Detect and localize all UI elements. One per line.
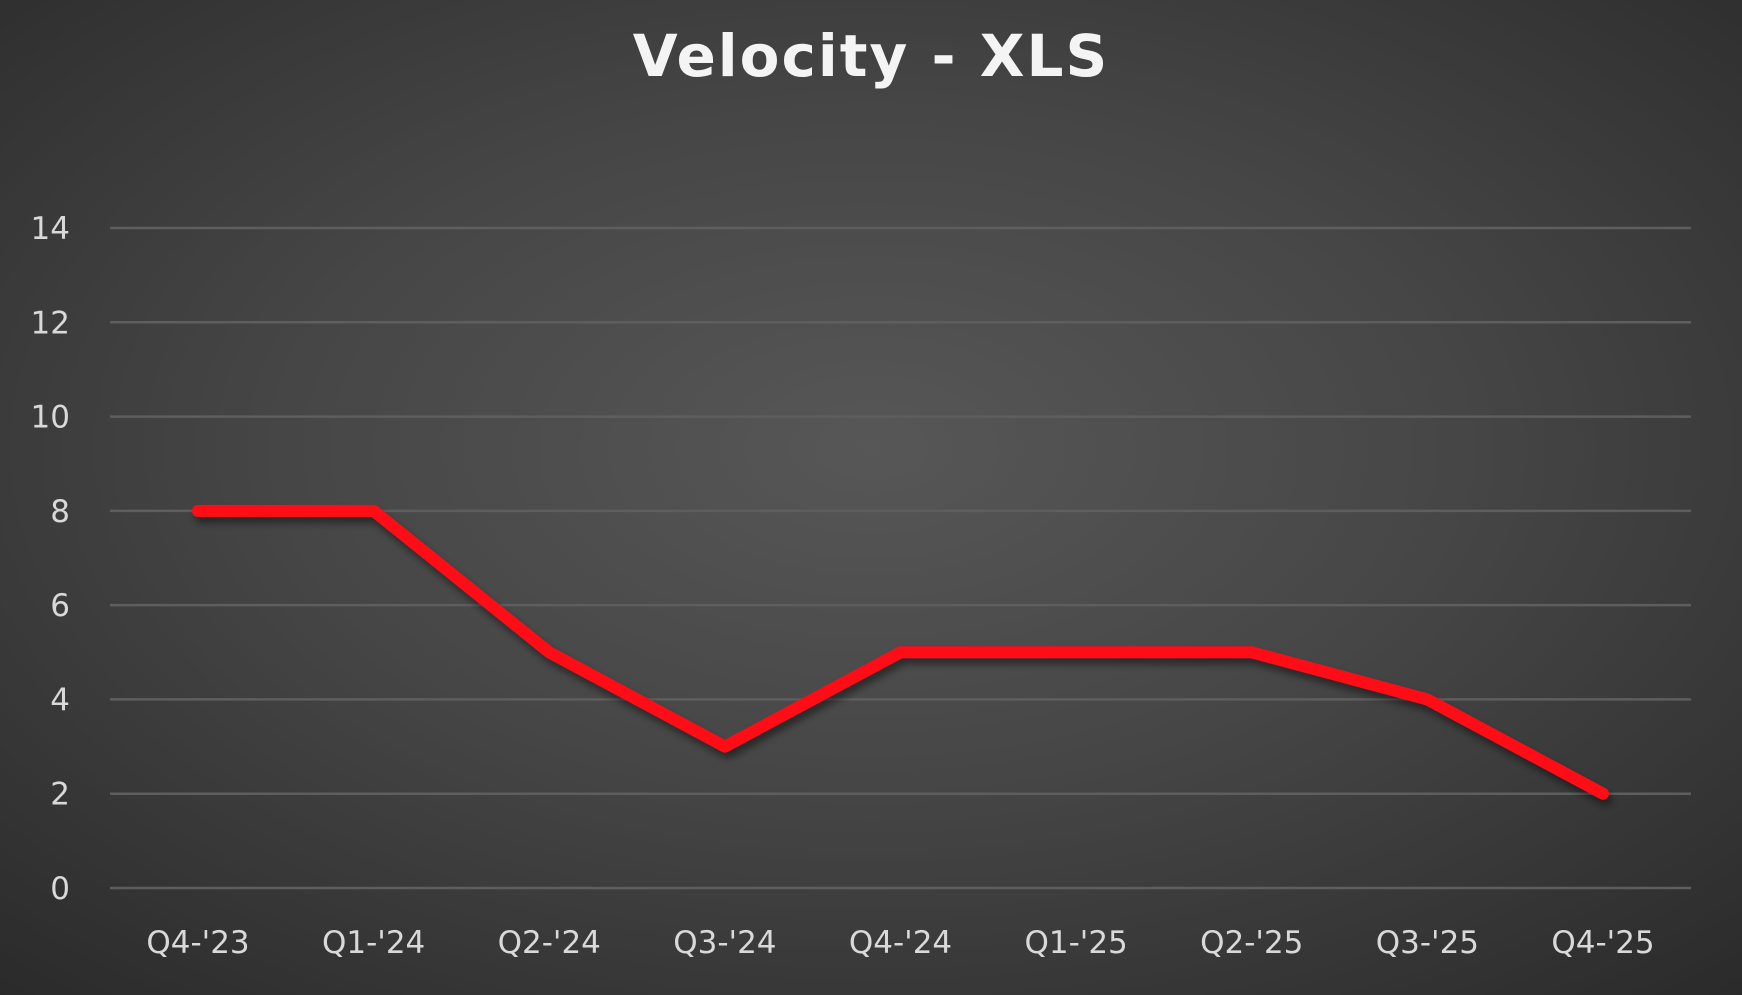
y-tick-label: 14 (31, 211, 70, 247)
x-tick-label: Q3-'24 (673, 925, 776, 961)
x-tick-label: Q3-'25 (1376, 925, 1479, 961)
y-tick-label: 12 (31, 305, 70, 341)
y-tick-label: 8 (50, 494, 70, 530)
y-tick-label: 10 (31, 400, 70, 436)
x-tick-label: Q1-'24 (322, 925, 425, 961)
x-tick-label: Q2-'24 (498, 925, 601, 961)
x-tick-label: Q2-'25 (1200, 925, 1303, 961)
x-tick-label: Q4-'25 (1551, 925, 1654, 961)
x-tick-label: Q4-'24 (849, 925, 952, 961)
y-tick-label: 0 (50, 871, 70, 907)
x-tick-label: Q4-'23 (146, 925, 249, 961)
x-tick-label: Q1-'25 (1024, 925, 1127, 961)
y-tick-label: 6 (50, 588, 70, 624)
y-tick-label: 4 (50, 682, 70, 718)
chart-title: Velocity - XLS (633, 22, 1109, 90)
y-tick-label: 2 (50, 777, 70, 813)
